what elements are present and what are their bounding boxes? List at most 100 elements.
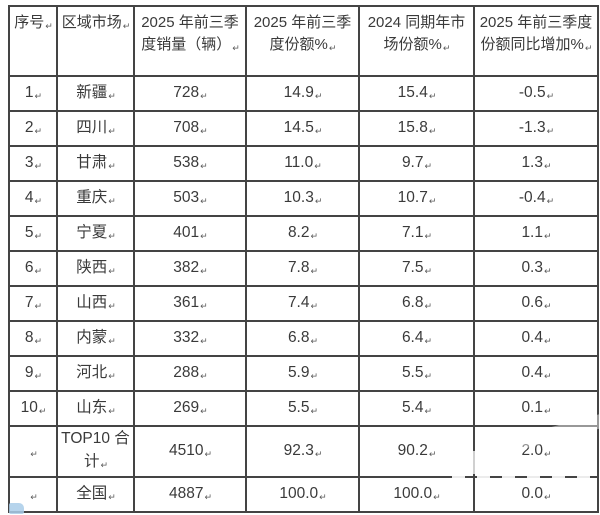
table-cell: 15.4↵ — [358, 75, 475, 112]
paragraph-mark-icon: ↵ — [200, 161, 208, 172]
paragraph-mark-icon: ↵ — [433, 492, 441, 503]
cell-text: 2 — [24, 118, 34, 136]
table-cell: 甘肃↵ — [56, 145, 135, 182]
table-cell: TOP10 合计↵ — [56, 425, 135, 478]
cell-text: 269 — [173, 398, 200, 416]
paragraph-mark-icon: ↵ — [424, 161, 433, 172]
cell-text: 7.1 — [401, 223, 424, 241]
cell-text: -0.5 — [518, 83, 546, 101]
table-cell: 15.8↵ — [358, 110, 475, 147]
table-row: 3↵ 甘肃↵ 538↵ 11.0↵ 9.7↵ 1.3↵ — [8, 145, 599, 182]
cell-text: 6.8 — [401, 293, 424, 311]
cell-text: TOP10 合计 — [61, 430, 130, 470]
table-header: 序号↵ 区域市场↵ 2025 年前三季度销量（辆）↵ 2025 年前三季度份额%↵ 20… — [8, 5, 599, 77]
paragraph-mark-icon: ↵ — [204, 492, 213, 503]
table-row: ↵ 全国↵ 4887↵ 100.0↵ 100.0↵ 0.0↵ — [8, 476, 599, 513]
paragraph-mark-icon: ↵ — [544, 161, 552, 172]
cell-text: 0.1 — [521, 398, 543, 416]
paragraph-mark-icon: ↵ — [200, 266, 208, 277]
table-cell: 4510↵ — [133, 425, 247, 478]
table-cell: 1↵ — [8, 75, 58, 112]
table-cell: -0.4↵ — [473, 180, 599, 217]
paragraph-mark-icon: ↵ — [544, 406, 552, 417]
header-cell: 2024 同期年市场份额%↵ — [358, 5, 475, 77]
cell-text: 401 — [173, 223, 200, 241]
table-cell: 382↵ — [133, 250, 247, 287]
cell-text: 宁夏 — [76, 223, 108, 241]
header-cell: 2025 年前三季度销量（辆）↵ — [133, 5, 247, 77]
cell-text: 1.3 — [521, 153, 543, 171]
cell-text: 6.8 — [287, 328, 310, 346]
paragraph-mark-icon: ↵ — [108, 231, 116, 242]
cell-text: 0.4 — [521, 328, 543, 346]
cell-text: 728 — [173, 83, 200, 101]
paragraph-mark-icon: ↵ — [424, 406, 433, 417]
cell-text: 序号 — [14, 14, 45, 31]
paragraph-mark-icon: ↵ — [424, 266, 433, 277]
cell-text: 14.9 — [283, 83, 314, 101]
cell-text: 山西 — [76, 293, 108, 311]
table-cell: 14.5↵ — [245, 110, 360, 147]
cell-text: 503 — [173, 188, 200, 206]
table-cell: 全国↵ — [56, 476, 135, 513]
paragraph-mark-icon: ↵ — [546, 91, 555, 102]
cell-text: 8.2 — [287, 223, 310, 241]
table-cell: 708↵ — [133, 110, 247, 147]
table-row: 4↵ 重庆↵ 503↵ 10.3↵ 10.7↵ -0.4↵ — [8, 180, 599, 217]
table-cell: 4887↵ — [133, 476, 247, 513]
table-cell: 7.8↵ — [245, 250, 360, 287]
cell-text: 5.4 — [401, 398, 424, 416]
table-row: 1↵ 新疆↵ 728↵ 14.9↵ 15.4↵ -0.5↵ — [8, 75, 599, 112]
cell-text: 5.5 — [401, 363, 424, 381]
paragraph-mark-icon: ↵ — [544, 231, 552, 242]
table-cell: 9↵ — [8, 355, 58, 392]
table-row: 2↵ 四川↵ 708↵ 14.5↵ 15.8↵ -1.3↵ — [8, 110, 599, 147]
table-cell: 8↵ — [8, 320, 58, 357]
cell-text: 7.5 — [401, 258, 424, 276]
table-cell: 河北↵ — [56, 355, 135, 392]
table-cell: 0.4↵ — [473, 355, 599, 392]
table-cell: 7↵ — [8, 285, 58, 322]
table-row: 5↵ 宁夏↵ 401↵ 8.2↵ 7.1↵ 1.1↵ — [8, 215, 599, 252]
table-cell: 6.8↵ — [358, 285, 475, 322]
paragraph-mark-icon: ↵ — [34, 196, 43, 207]
cell-text: 新疆 — [76, 83, 108, 101]
table-cell: 10↵ — [8, 390, 58, 427]
paragraph-mark-icon: ↵ — [34, 336, 43, 347]
paragraph-mark-icon: ↵ — [544, 266, 552, 277]
paragraph-mark-icon: ↵ — [544, 492, 552, 503]
cell-text: 100.0 — [279, 484, 319, 502]
table-cell: 92.3↵ — [245, 425, 360, 478]
paragraph-mark-icon: ↵ — [122, 22, 131, 32]
table-cell: 5.5↵ — [245, 390, 360, 427]
table-cell: 90.2↵ — [358, 425, 475, 478]
table-cell: 401↵ — [133, 215, 247, 252]
header-cell: 2025 年前三季度份额%↵ — [245, 5, 360, 77]
paragraph-mark-icon: ↵ — [108, 492, 116, 503]
cell-text: 4510 — [168, 441, 204, 459]
cell-text: 全国 — [76, 484, 108, 502]
paragraph-mark-icon: ↵ — [30, 449, 38, 460]
table-cell: 361↵ — [133, 285, 247, 322]
table-cell: 2↵ — [8, 110, 58, 147]
paragraph-mark-icon: ↵ — [314, 126, 323, 137]
table-cell: 4↵ — [8, 180, 58, 217]
cell-text: 100.0 — [393, 484, 433, 502]
paragraph-mark-icon: ↵ — [34, 301, 43, 312]
cell-text: 0.6 — [521, 293, 543, 311]
paragraph-mark-icon: ↵ — [108, 336, 116, 347]
cell-text: 8 — [24, 328, 34, 346]
cell-text: 14.5 — [283, 118, 314, 136]
cell-text: 15.4 — [397, 83, 428, 101]
paragraph-mark-icon: ↵ — [200, 336, 208, 347]
table-cell: 288↵ — [133, 355, 247, 392]
cell-text: 361 — [173, 293, 200, 311]
cell-text: 2025 年前三季度份额% — [253, 14, 352, 53]
table-row: 6↵ 陕西↵ 382↵ 7.8↵ 7.5↵ 0.3↵ — [8, 250, 599, 287]
paragraph-mark-icon: ↵ — [424, 371, 433, 382]
table-cell: 新疆↵ — [56, 75, 135, 112]
table-cell: 6↵ — [8, 250, 58, 287]
paragraph-mark-icon: ↵ — [34, 266, 43, 277]
table-cell: 8.2↵ — [245, 215, 360, 252]
cell-text: 5.5 — [287, 398, 310, 416]
